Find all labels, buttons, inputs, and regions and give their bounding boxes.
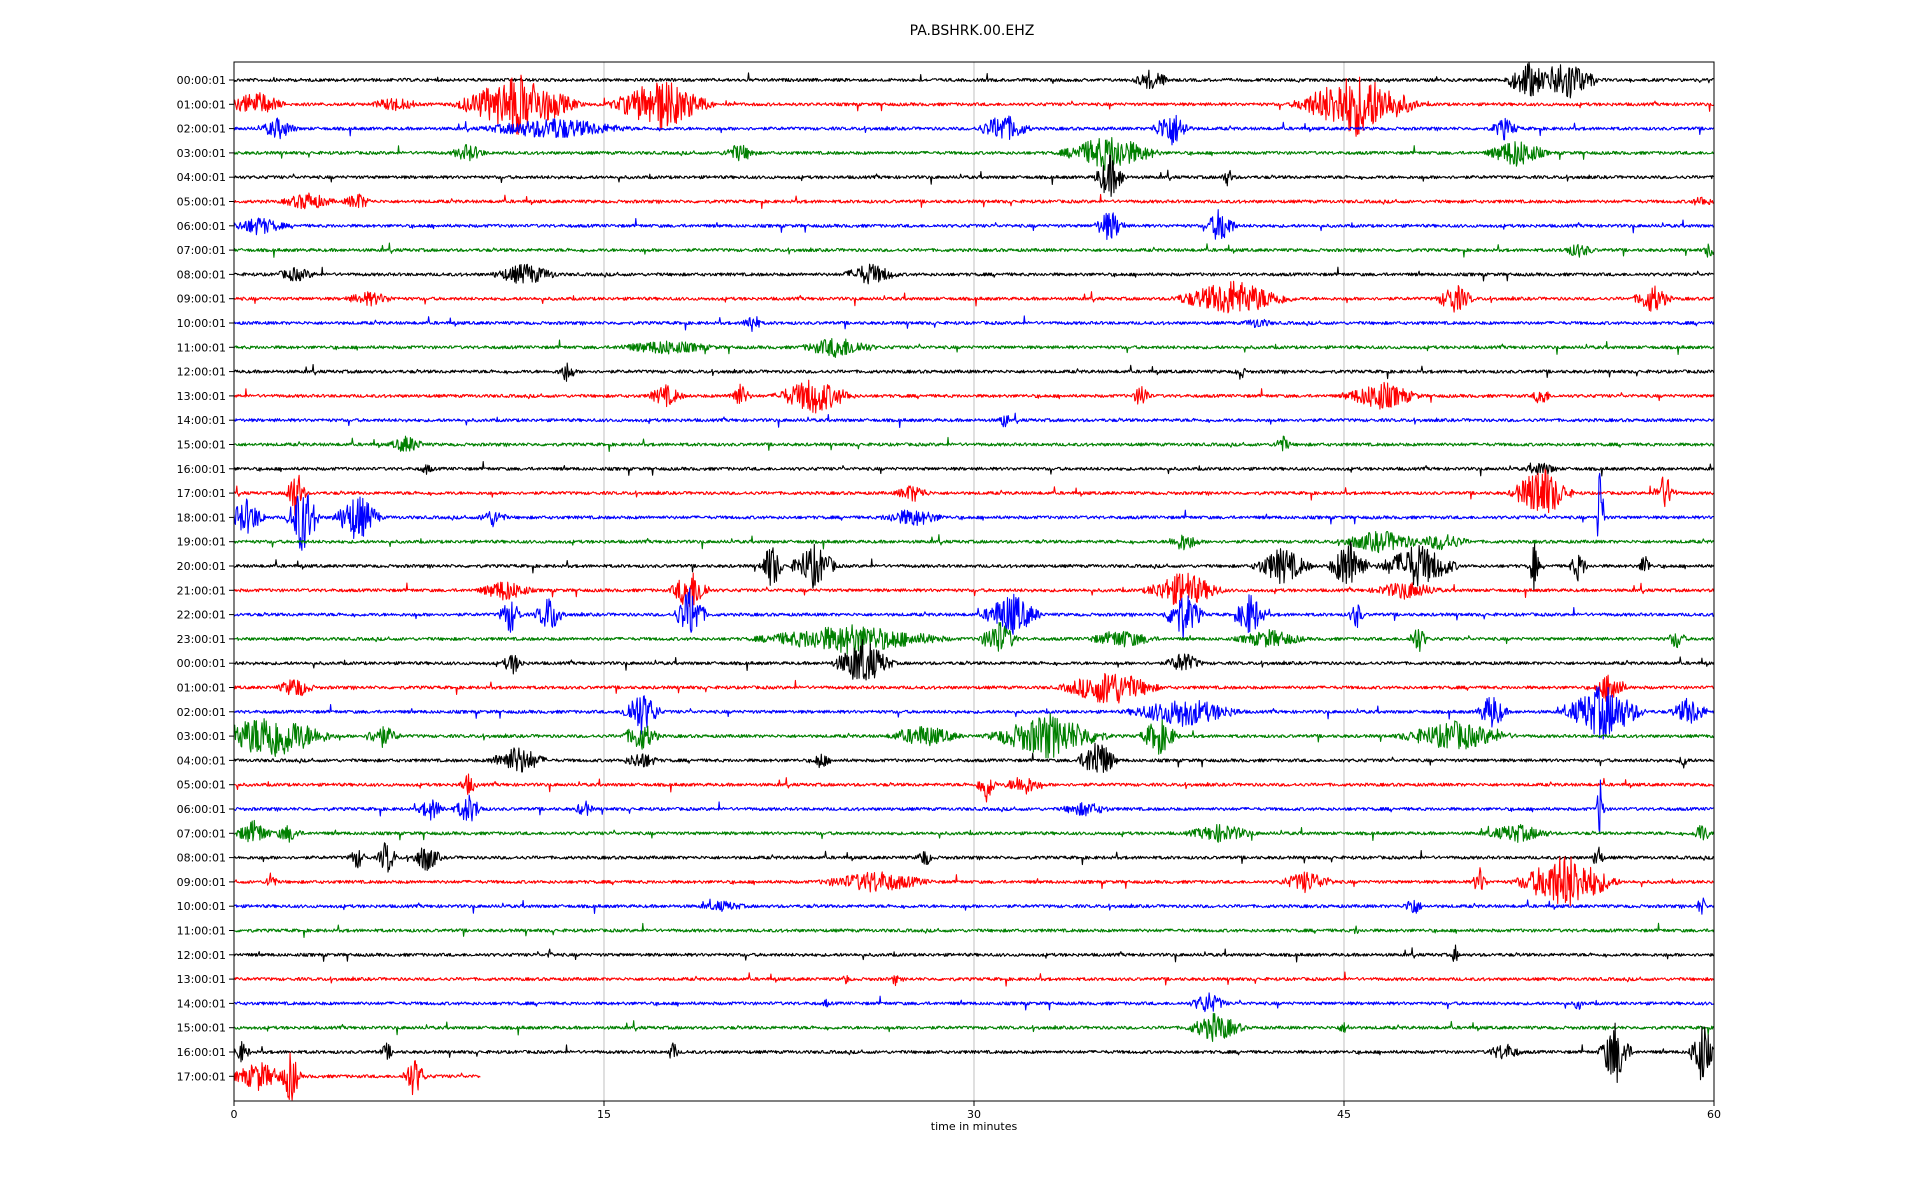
row-label: 00:00:01 [177, 657, 226, 670]
trace-row [233, 587, 1715, 640]
row-label: 00:00:01 [177, 74, 226, 87]
row-label: 19:00:01 [177, 536, 226, 549]
row-label: 14:00:01 [177, 997, 226, 1010]
row-label: 15:00:01 [177, 1022, 226, 1035]
trace-row [233, 280, 1715, 314]
trace-row [233, 672, 1715, 704]
trace-row [233, 572, 1715, 608]
row-label: 03:00:01 [177, 730, 226, 743]
row-label: 03:00:01 [177, 147, 226, 160]
trace-row [233, 541, 1715, 592]
trace-row [233, 338, 1715, 358]
row-label: 11:00:01 [177, 341, 226, 354]
trace-row [233, 944, 1715, 963]
row-label: 04:00:01 [177, 754, 226, 767]
trace-row [233, 897, 1715, 915]
trace-row [233, 621, 1714, 655]
row-label: 01:00:01 [177, 682, 226, 695]
trace-row [233, 713, 1715, 759]
row-label: 10:00:01 [177, 317, 226, 330]
row-label: 11:00:01 [177, 925, 226, 938]
trace-row [233, 922, 1715, 939]
row-label: 13:00:01 [177, 973, 226, 986]
trace-row [233, 362, 1715, 382]
trace-row [234, 819, 1715, 843]
trace-row [233, 686, 1715, 740]
trace-row [233, 114, 1715, 146]
row-label: 05:00:01 [177, 196, 226, 209]
row-label: 12:00:01 [177, 366, 226, 379]
row-label: 07:00:01 [177, 244, 226, 257]
row-label: 16:00:01 [177, 1046, 226, 1059]
trace-row [234, 779, 1714, 835]
trace-row [233, 61, 1715, 99]
row-label: 22:00:01 [177, 609, 226, 622]
trace-row [233, 472, 1714, 551]
trace-row [233, 263, 1714, 285]
trace-row [233, 971, 1715, 987]
row-label: 10:00:01 [177, 900, 226, 913]
trace-row [233, 137, 1715, 171]
row-label: 07:00:01 [177, 827, 226, 840]
row-label: 02:00:01 [177, 123, 226, 136]
trace-row [233, 209, 1715, 241]
chart-title: PA.BSHRK.00.EHZ [910, 23, 1035, 39]
row-label: 18:00:01 [177, 511, 226, 524]
row-label: 20:00:01 [177, 560, 226, 573]
trace-row [234, 192, 1715, 210]
row-label: 23:00:01 [177, 633, 226, 646]
trace-row [233, 1012, 1715, 1042]
row-label: 09:00:01 [177, 293, 226, 306]
trace-row [233, 315, 1715, 333]
trace-row [233, 74, 1715, 137]
row-label: 21:00:01 [177, 584, 226, 597]
trace-row [233, 1022, 1715, 1084]
trace-row [233, 1052, 481, 1101]
trace-row [233, 379, 1715, 414]
x-axis-ticks: 0 15 30 45 60 [231, 1101, 1721, 1121]
row-label: 17:00:01 [177, 1070, 226, 1083]
row-label: 17:00:01 [177, 487, 226, 500]
trace-row [233, 242, 1715, 258]
row-label: 08:00:01 [177, 852, 226, 865]
x-tick-label: 0 [231, 1108, 238, 1121]
trace-row [233, 842, 1715, 873]
x-tick-label: 15 [597, 1108, 611, 1121]
trace-row [233, 639, 1715, 681]
row-label: 13:00:01 [177, 390, 226, 403]
x-tick-label: 60 [1707, 1108, 1721, 1121]
x-tick-label: 45 [1337, 1108, 1351, 1121]
x-tick-label: 30 [967, 1108, 981, 1121]
row-label: 15:00:01 [177, 439, 226, 452]
trace-row [233, 435, 1715, 453]
trace-row [233, 468, 1714, 521]
trace-row [233, 154, 1714, 197]
trace-row [233, 461, 1715, 477]
row-label: 16:00:01 [177, 463, 226, 476]
trace-row [233, 530, 1715, 554]
row-label: 01:00:01 [177, 98, 226, 111]
row-label: 06:00:01 [177, 803, 226, 816]
row-label: 05:00:01 [177, 779, 226, 792]
row-label: 08:00:01 [177, 268, 226, 281]
trace-row [233, 773, 1715, 803]
row-label: 12:00:01 [177, 949, 226, 962]
row-labels: 00:00:01 01:00:01 02:00:01 03:00:01 04:00:01… [177, 74, 234, 1083]
trace-row [233, 856, 1714, 907]
row-label: 09:00:01 [177, 876, 226, 889]
row-label: 04:00:01 [177, 171, 226, 184]
trace-row [233, 742, 1714, 773]
row-label: 06:00:01 [177, 220, 226, 233]
x-axis-label: time in minutes [931, 1120, 1018, 1133]
trace-row [233, 412, 1714, 428]
trace-row [233, 992, 1715, 1013]
vertical-grid-lines [603, 62, 1345, 1101]
trace-lines [233, 61, 1715, 1101]
row-label: 02:00:01 [177, 706, 226, 719]
row-label: 14:00:01 [177, 414, 226, 427]
